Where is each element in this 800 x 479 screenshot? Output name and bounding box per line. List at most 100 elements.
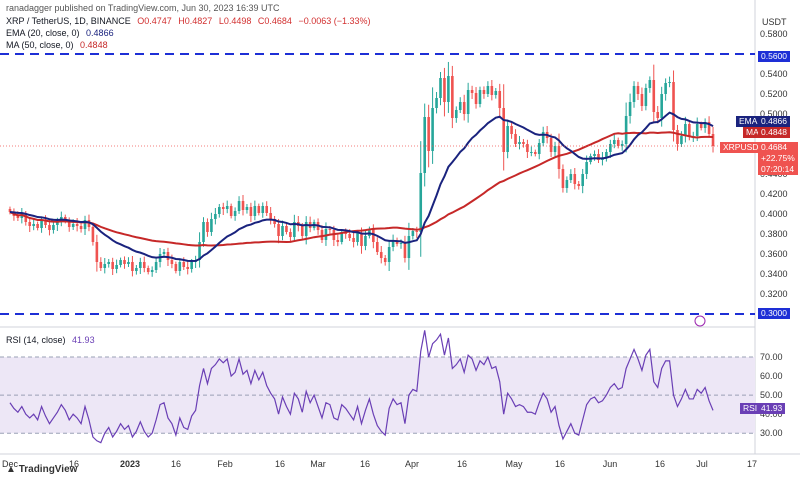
candle-body <box>431 108 434 151</box>
candle-body <box>245 207 249 210</box>
candle-body <box>277 224 280 236</box>
candle-body <box>419 173 423 232</box>
candle-body <box>707 122 711 134</box>
candle-body <box>411 231 415 236</box>
candle-body <box>423 117 426 173</box>
candle-body <box>565 180 569 188</box>
candle-body <box>67 221 71 227</box>
candle-body <box>119 260 122 265</box>
candle-body <box>83 220 87 229</box>
candle-body <box>593 154 596 156</box>
candle-body <box>684 124 687 136</box>
candle-body <box>304 222 308 236</box>
candle-body <box>399 243 403 244</box>
candle-body <box>103 264 107 268</box>
candle-body <box>660 94 663 118</box>
candle-body <box>285 226 288 232</box>
price-tick-label: 0.3400 <box>760 269 788 279</box>
candle-body <box>348 234 351 238</box>
candle-body <box>668 82 671 83</box>
level-tag-bottom: 0.3000 <box>758 308 790 319</box>
candle-body <box>289 232 292 237</box>
time-tick-label: 16 <box>275 459 285 469</box>
candle-body <box>146 268 150 272</box>
ma-price-tag: 0.4848 <box>758 127 790 138</box>
candle-body <box>664 83 667 94</box>
candle-body <box>150 270 154 272</box>
candle-body <box>609 144 612 152</box>
symbol-label: XRP / TetherUS, 1D, BINANCE <box>6 16 131 26</box>
candle-body <box>36 224 39 228</box>
candle-body <box>32 224 35 226</box>
candle-body <box>711 134 715 146</box>
candle-body <box>249 207 253 216</box>
candle-body <box>44 220 47 225</box>
candle-body <box>202 222 205 242</box>
candle-body <box>620 144 624 146</box>
candle-body <box>466 90 470 114</box>
candle-body <box>502 108 505 152</box>
candle-body <box>640 94 644 106</box>
candle-body <box>352 238 355 242</box>
candle-body <box>218 207 221 214</box>
candle-body <box>356 233 359 242</box>
price-tick-label: 0.3600 <box>760 249 788 259</box>
candle-body <box>336 240 340 242</box>
time-tick-label: 16 <box>171 459 181 469</box>
candle-body <box>139 262 142 268</box>
currency-label: USDT <box>762 17 787 27</box>
candle-body <box>391 240 395 247</box>
last-change: +22.75% <box>761 153 795 163</box>
candle-body <box>435 98 438 108</box>
rsi-label: RSI (14, close) <box>6 335 66 345</box>
candle-body <box>225 206 229 209</box>
candle-body <box>360 233 363 246</box>
candle-body <box>553 146 557 152</box>
candle-body <box>605 152 608 158</box>
rsi-tick-label: 30.00 <box>760 428 783 438</box>
candle-body <box>372 229 375 242</box>
candle-body <box>91 227 95 242</box>
price-tick-label: 0.3200 <box>760 289 788 299</box>
candle-body <box>522 142 525 144</box>
candle-body <box>577 184 581 186</box>
candle-body <box>364 236 367 246</box>
candle-body <box>632 86 636 102</box>
candle-body <box>95 242 99 262</box>
candle-body <box>530 152 533 153</box>
candle-body <box>131 262 134 271</box>
candle-body <box>166 252 170 260</box>
candle-body <box>233 211 237 216</box>
time-tick-label: 16 <box>360 459 370 469</box>
candle-body <box>56 222 59 225</box>
candle-body <box>537 143 541 154</box>
low-value: L0.4498 <box>218 16 252 26</box>
candle-body <box>549 138 553 152</box>
flash-icon[interactable] <box>694 315 706 327</box>
candle-body <box>688 124 691 136</box>
last-price-tag: 0.4684 +22.75% 07:20:14 <box>758 142 798 175</box>
tradingview-logo: ▲ TradingView <box>6 464 77 475</box>
candle-body <box>652 80 656 112</box>
time-tick-label: 2023 <box>120 459 140 469</box>
candle-body <box>597 154 600 160</box>
candle-body <box>387 247 391 262</box>
candle-body <box>474 93 478 104</box>
tv-icon: ▲ <box>6 464 19 475</box>
candle-body <box>273 219 276 224</box>
candle-body <box>300 226 304 236</box>
candle-body <box>257 206 261 213</box>
ma-tag: MA <box>743 127 762 138</box>
candle-body <box>206 222 209 232</box>
price-tick-label: 0.4000 <box>760 209 788 219</box>
candle-body <box>48 225 51 230</box>
candle-body <box>451 76 454 118</box>
time-tick-label: May <box>505 459 523 469</box>
time-tick-label: Dec <box>2 459 19 469</box>
candle-body <box>293 222 296 237</box>
candle-body <box>320 230 324 240</box>
candle-body <box>581 174 584 186</box>
candle-body <box>40 220 43 228</box>
candle-body <box>123 260 126 264</box>
